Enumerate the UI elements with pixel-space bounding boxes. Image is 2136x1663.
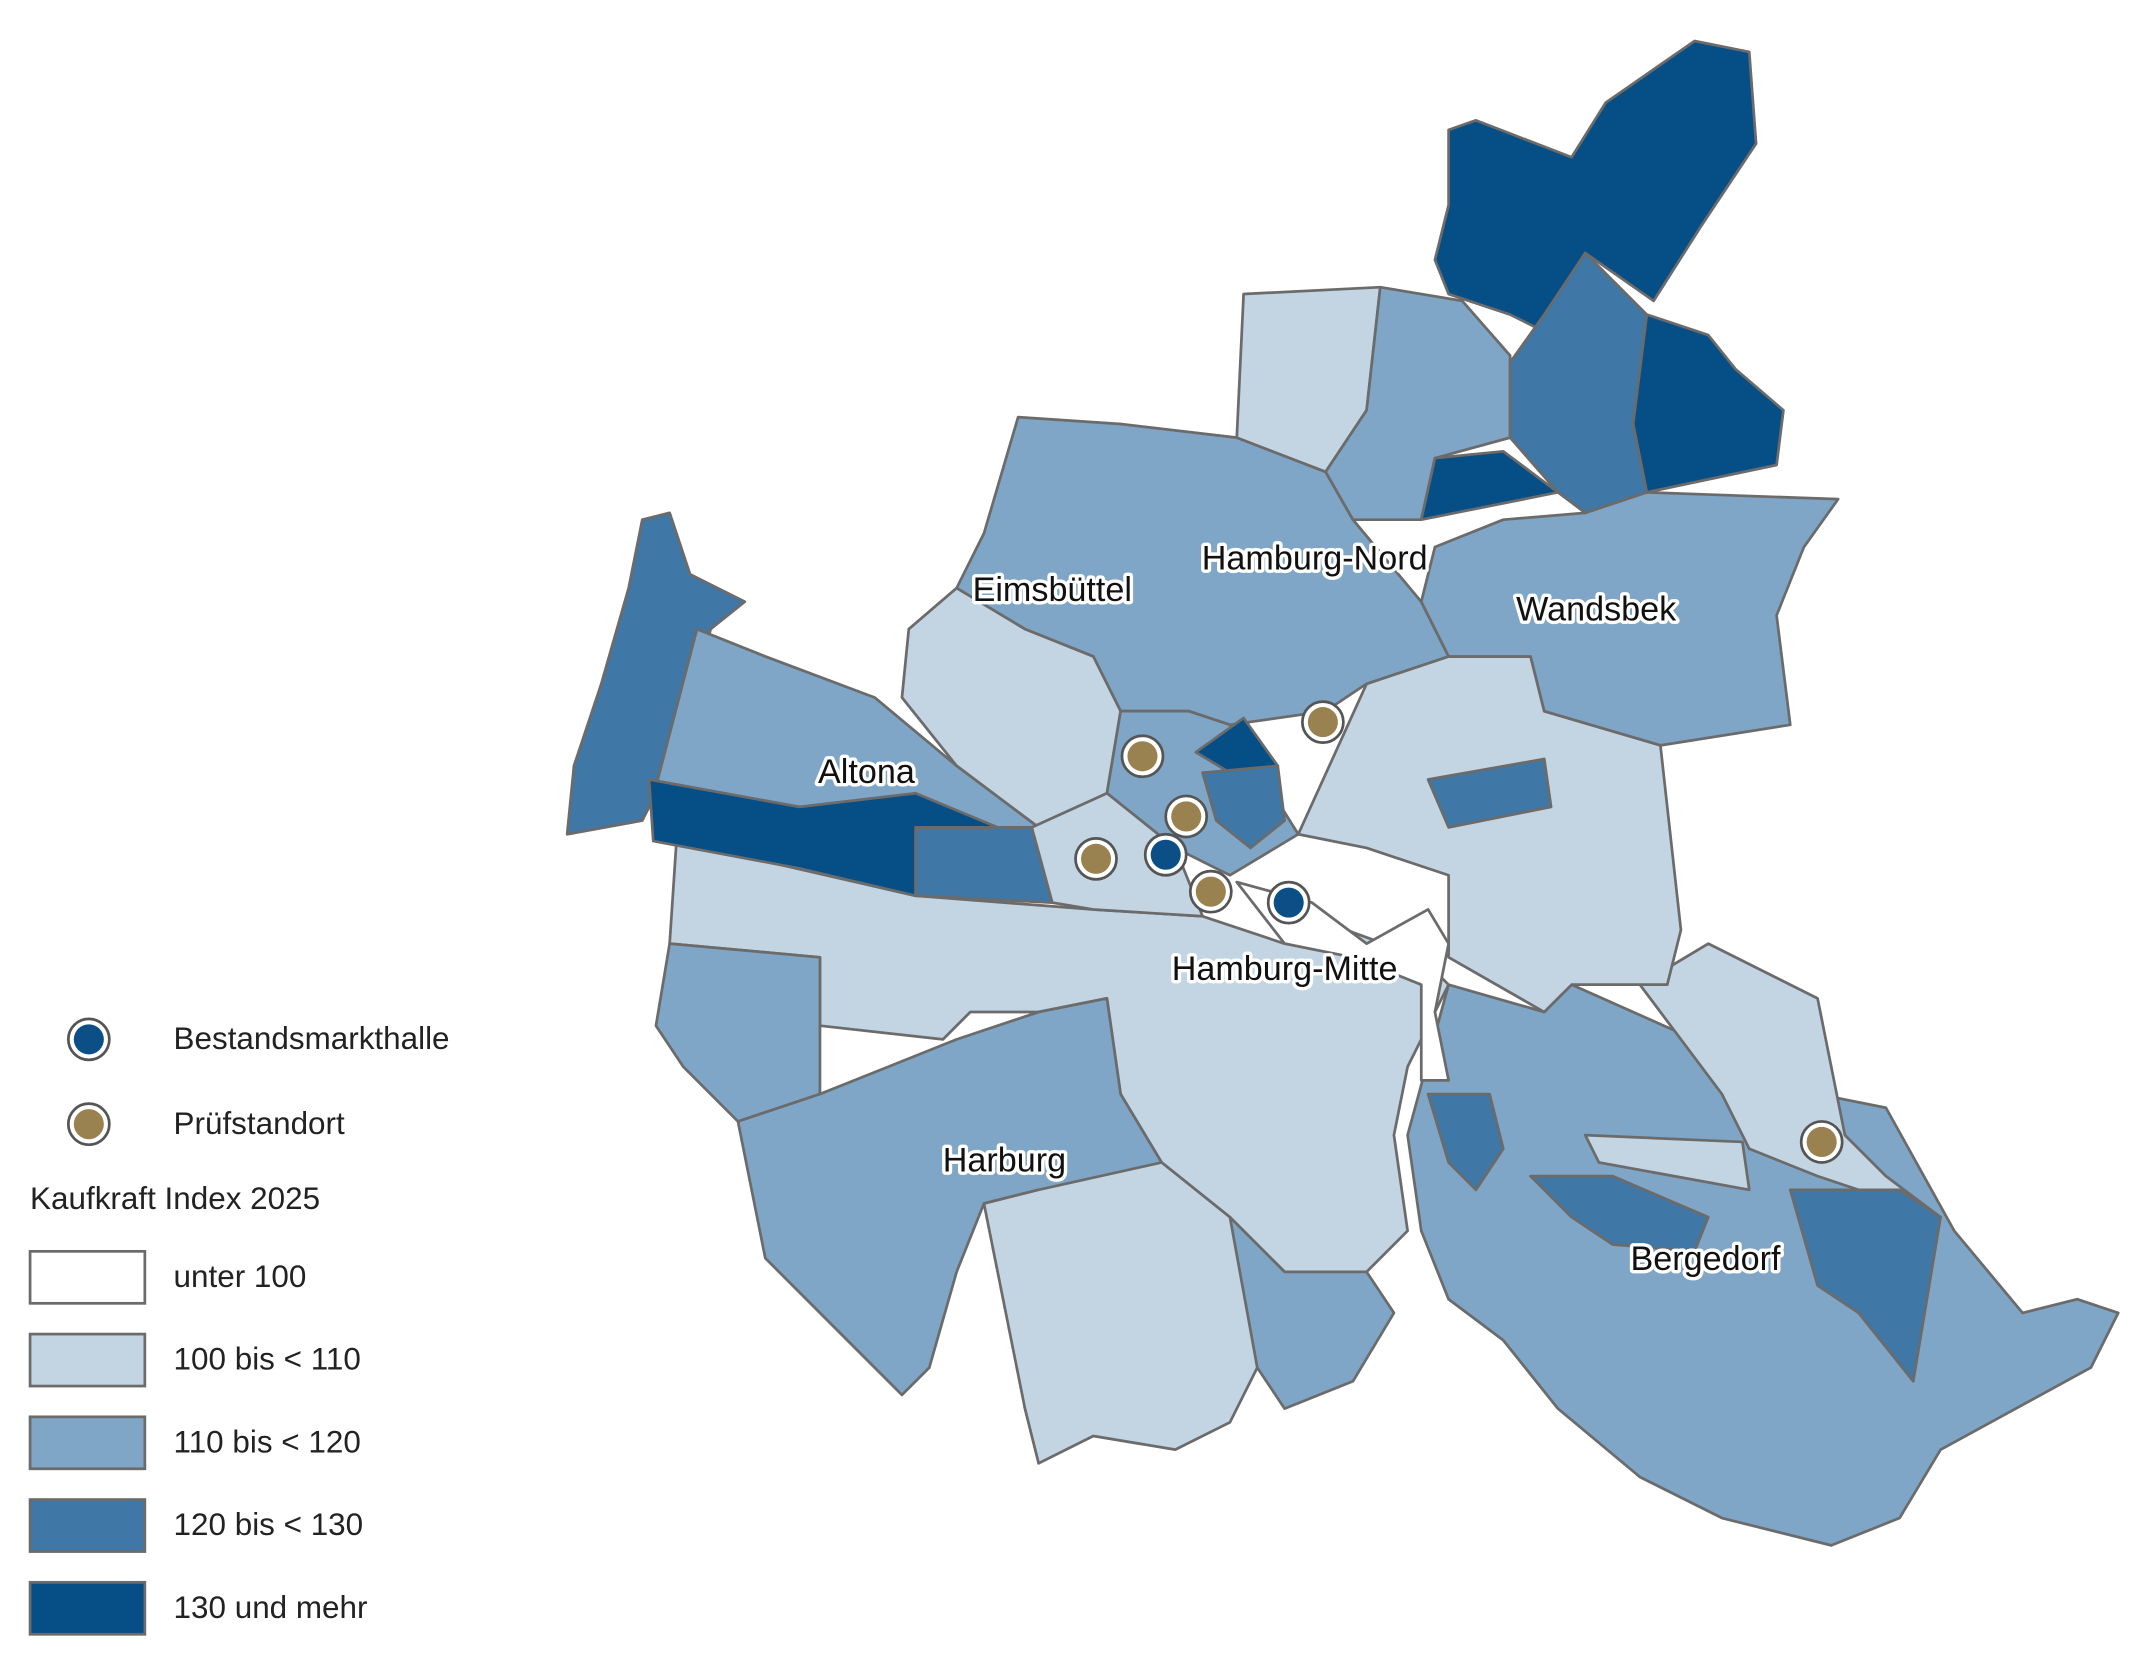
region: [1788, 1188, 1942, 1383]
marker: [1150, 839, 1181, 870]
legend-label: 110 bis < 120: [174, 1424, 361, 1459]
marker: [1080, 843, 1112, 874]
region: [1583, 1133, 1751, 1192]
legend-marker: [73, 1024, 104, 1055]
legend-marker: [73, 1109, 104, 1140]
legend-label: Prüfstandort: [174, 1106, 345, 1141]
legend-label: 130 und mehr: [174, 1590, 368, 1625]
marker: [1127, 741, 1158, 772]
marker: [1307, 707, 1338, 738]
region: [1426, 1092, 1505, 1192]
region: [1508, 251, 1649, 515]
legend-swatch: [28, 1580, 147, 1636]
region: [1638, 942, 1942, 1219]
legend: Bestandsmarkthalle Prüfstandort Kaufkraf…: [28, 1017, 450, 1636]
region: [1529, 1174, 1710, 1253]
district-label: Eimsbüttel: [973, 571, 1132, 609]
district-label: Hamburg-Mitte: [1172, 950, 1398, 988]
region: [1201, 764, 1286, 850]
region: [1228, 1215, 1396, 1410]
region: [1235, 880, 1450, 1082]
district-labels: Eimsbüttel Hamburg-Nord Wandsbek Altona …: [815, 536, 1785, 1281]
map-markers: [1074, 700, 1844, 1164]
legend-label: 100 bis < 110: [174, 1342, 361, 1377]
legend-swatch: [28, 1249, 147, 1305]
marker: [1273, 887, 1304, 918]
marker: [1171, 801, 1202, 832]
region: [1426, 757, 1553, 829]
legend-title: Kaufkraft Index 2025: [30, 1181, 320, 1216]
legend-label: 120 bis < 130: [174, 1507, 364, 1542]
district-label: Harburg: [943, 1141, 1066, 1179]
legend-swatch: [28, 1498, 147, 1553]
district-label: Altona: [818, 753, 915, 791]
region: [1433, 39, 1758, 330]
map-regions: [565, 39, 2120, 1547]
district-label: Bergedorf: [1631, 1240, 1781, 1278]
legend-label: unter 100: [174, 1259, 307, 1294]
region: [914, 826, 1054, 904]
region: [982, 1161, 1286, 1465]
marker: [1195, 876, 1226, 907]
legend-label: Bestandsmarkthalle: [174, 1021, 450, 1056]
marker: [1806, 1126, 1837, 1157]
district-label: Wandsbek: [1516, 590, 1677, 628]
region: [1631, 313, 1785, 494]
legend-swatch: [28, 1415, 147, 1471]
legend-swatch: [28, 1332, 147, 1388]
region: [1419, 449, 1560, 522]
district-label: Hamburg-Nord: [1202, 540, 1428, 578]
region: [1419, 490, 1840, 747]
region: [654, 942, 822, 1123]
